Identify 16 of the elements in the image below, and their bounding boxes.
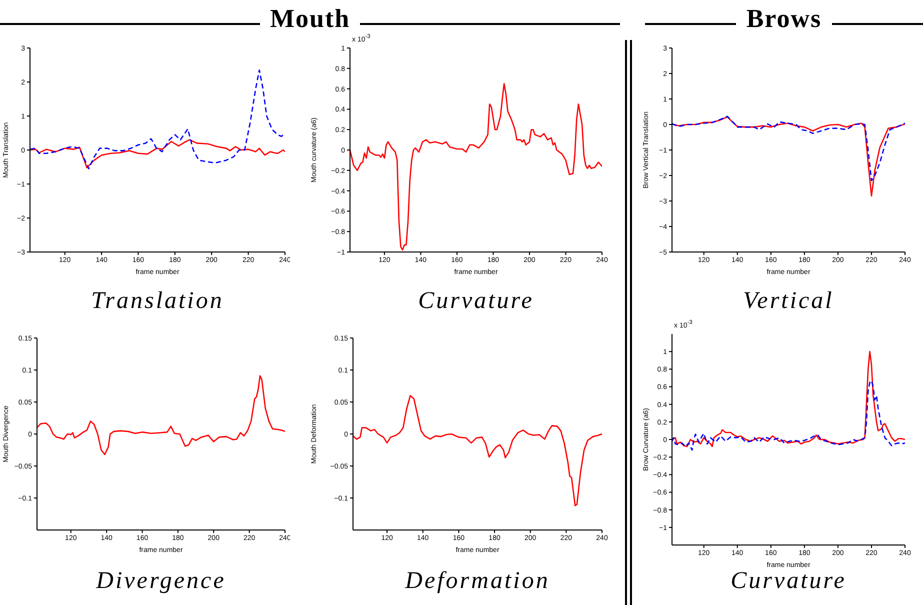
text: Divergence xyxy=(94,568,227,595)
chart-title: Mouth xyxy=(270,4,350,34)
line-series xyxy=(672,116,905,182)
text: Curvature xyxy=(730,568,848,595)
line-series xyxy=(672,380,905,451)
line-series xyxy=(353,394,602,506)
line-series xyxy=(37,375,285,456)
text: Deformation xyxy=(404,568,551,595)
line-series xyxy=(672,116,905,197)
text: Translation xyxy=(90,288,225,315)
line-series xyxy=(672,350,905,448)
text: Vertical xyxy=(742,288,835,315)
line-series xyxy=(30,69,285,170)
text: Curvature xyxy=(417,288,535,315)
line-series xyxy=(30,139,285,168)
chart-title: Brows xyxy=(746,4,822,34)
